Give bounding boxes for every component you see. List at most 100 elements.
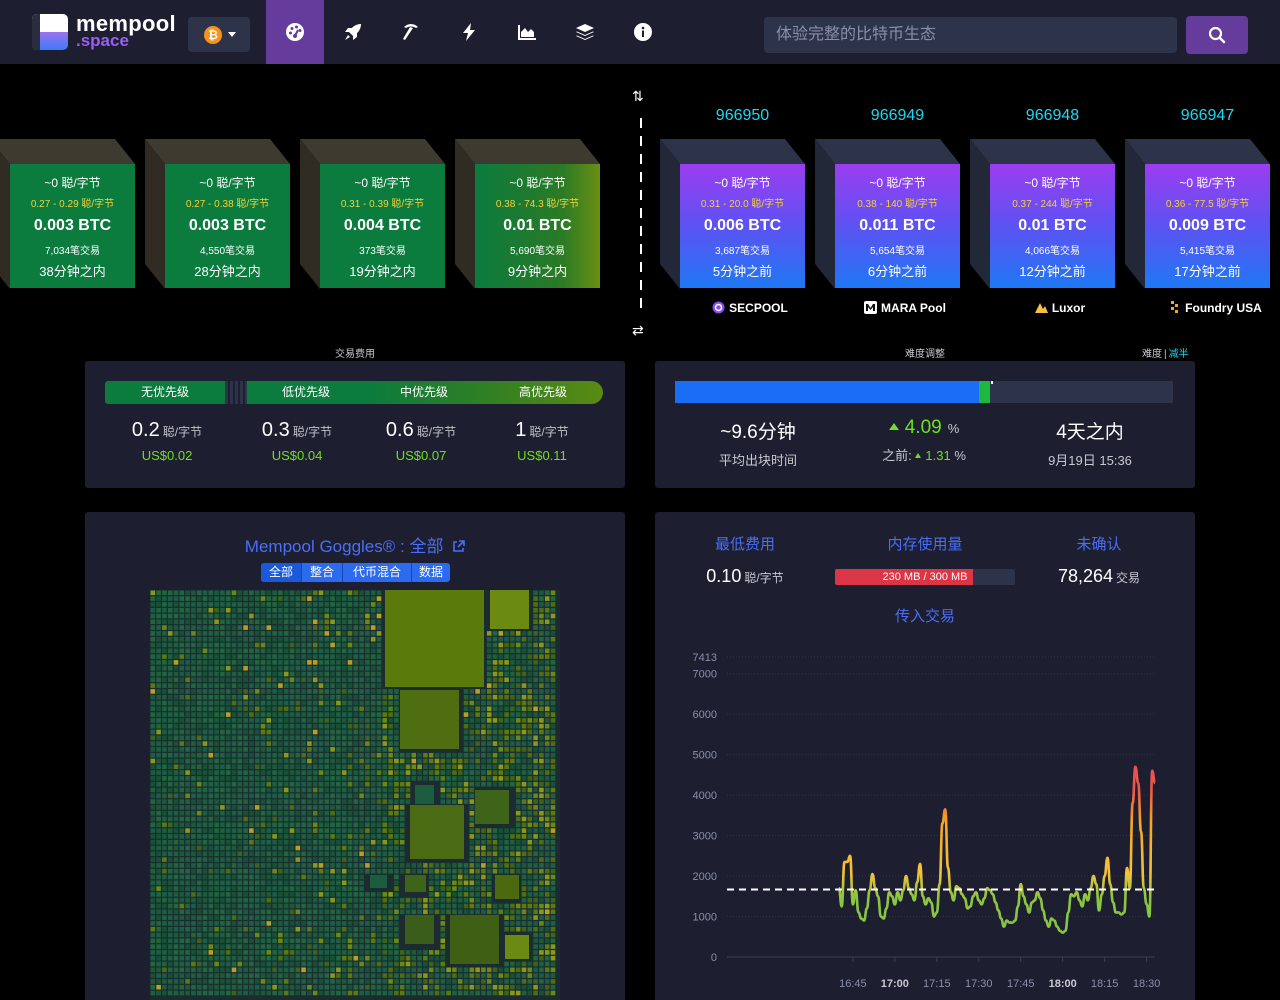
tx-block[interactable] bbox=[220, 984, 225, 990]
tx-block[interactable] bbox=[162, 636, 167, 642]
tx-block[interactable] bbox=[370, 648, 376, 654]
tx-block[interactable] bbox=[214, 729, 219, 735]
tx-block[interactable] bbox=[225, 880, 231, 886]
tx-block[interactable] bbox=[365, 729, 370, 735]
tx-block[interactable] bbox=[533, 886, 538, 891]
tx-block[interactable] bbox=[434, 892, 440, 897]
tx-block[interactable] bbox=[283, 984, 289, 990]
tx-block[interactable] bbox=[469, 828, 475, 833]
tx-block[interactable] bbox=[173, 979, 179, 984]
tx-block[interactable] bbox=[150, 950, 156, 955]
tx-block[interactable] bbox=[260, 944, 266, 949]
tx-block[interactable] bbox=[388, 689, 393, 694]
tx-block[interactable] bbox=[365, 683, 370, 688]
tx-block[interactable] bbox=[179, 636, 185, 642]
tx-block[interactable] bbox=[295, 938, 301, 944]
tx-block[interactable] bbox=[307, 828, 312, 833]
tx-block[interactable] bbox=[249, 984, 254, 990]
tx-block[interactable] bbox=[533, 874, 538, 880]
tx-block[interactable] bbox=[463, 787, 469, 793]
tx-block[interactable] bbox=[417, 897, 422, 903]
tx-block[interactable] bbox=[312, 631, 318, 636]
tx-block[interactable] bbox=[208, 921, 214, 926]
tx-block[interactable] bbox=[394, 979, 399, 984]
tx-block[interactable] bbox=[289, 642, 295, 648]
tx-block[interactable] bbox=[289, 590, 295, 596]
tx-block[interactable] bbox=[550, 863, 556, 868]
tx-block[interactable] bbox=[162, 874, 167, 880]
tx-block[interactable] bbox=[254, 950, 260, 955]
tx-block[interactable] bbox=[324, 915, 330, 920]
tx-block[interactable] bbox=[318, 979, 324, 984]
tx-block[interactable] bbox=[312, 671, 318, 677]
tx-block[interactable] bbox=[202, 805, 208, 810]
tx-block[interactable] bbox=[173, 851, 179, 857]
tx-block[interactable] bbox=[156, 892, 161, 897]
tx-block[interactable] bbox=[353, 787, 359, 793]
tx-block[interactable] bbox=[243, 938, 248, 944]
tx-block[interactable] bbox=[243, 631, 248, 636]
tx-block[interactable] bbox=[539, 834, 544, 839]
tx-block[interactable] bbox=[486, 892, 492, 897]
tx-block[interactable] bbox=[365, 642, 370, 648]
tx-block[interactable] bbox=[423, 990, 428, 996]
tx-block[interactable] bbox=[191, 648, 196, 654]
tx-block[interactable] bbox=[312, 677, 318, 683]
tx-block[interactable] bbox=[150, 602, 156, 607]
tx-block[interactable] bbox=[156, 671, 161, 677]
tx-block[interactable] bbox=[202, 886, 208, 891]
tx-block[interactable] bbox=[266, 851, 272, 857]
tx-block[interactable] bbox=[330, 689, 335, 694]
tx-block[interactable] bbox=[167, 799, 173, 804]
tx-block[interactable] bbox=[428, 955, 434, 961]
tx-block[interactable] bbox=[353, 729, 359, 735]
tx-block[interactable] bbox=[370, 718, 376, 723]
tx-block[interactable] bbox=[260, 845, 266, 851]
tx-block[interactable] bbox=[394, 950, 399, 955]
tx-block[interactable] bbox=[162, 683, 167, 688]
tx-block[interactable] bbox=[243, 909, 248, 915]
tx-block[interactable] bbox=[295, 892, 301, 897]
tx-block[interactable] bbox=[243, 729, 248, 735]
tx-block[interactable] bbox=[272, 619, 277, 625]
tx-block[interactable] bbox=[417, 979, 422, 984]
tx-block[interactable] bbox=[452, 990, 457, 996]
tx-block[interactable] bbox=[376, 984, 382, 990]
tx-block[interactable] bbox=[162, 712, 167, 717]
tx-block[interactable] bbox=[272, 868, 277, 874]
tx-block[interactable] bbox=[260, 607, 266, 613]
tx-block[interactable] bbox=[243, 944, 248, 949]
tx-block[interactable] bbox=[475, 790, 509, 824]
tx-block[interactable] bbox=[208, 712, 214, 717]
tx-block[interactable] bbox=[376, 677, 382, 683]
tx-block[interactable] bbox=[272, 625, 277, 630]
tx-block[interactable] bbox=[359, 810, 364, 816]
tx-block[interactable] bbox=[185, 793, 190, 799]
tx-block[interactable] bbox=[307, 816, 312, 822]
tx-block[interactable] bbox=[440, 961, 446, 967]
tx-block[interactable] bbox=[150, 729, 156, 735]
tx-block[interactable] bbox=[208, 758, 214, 764]
tx-block[interactable] bbox=[185, 764, 190, 770]
tx-block[interactable] bbox=[382, 805, 388, 810]
tx-block[interactable] bbox=[307, 636, 312, 642]
tx-block[interactable] bbox=[243, 683, 248, 688]
tx-block[interactable] bbox=[254, 857, 260, 862]
tx-block[interactable] bbox=[272, 932, 277, 938]
tx-block[interactable] bbox=[336, 689, 341, 694]
tx-block[interactable] bbox=[515, 816, 521, 822]
tx-block[interactable] bbox=[179, 602, 185, 607]
tx-block[interactable] bbox=[208, 590, 214, 596]
tx-block[interactable] bbox=[278, 897, 283, 903]
tx-block[interactable] bbox=[359, 607, 364, 613]
tx-block[interactable] bbox=[243, 955, 248, 961]
tx-block[interactable] bbox=[202, 776, 208, 781]
tx-block[interactable] bbox=[272, 671, 277, 677]
tx-block[interactable] bbox=[318, 683, 324, 688]
tx-block[interactable] bbox=[254, 868, 260, 874]
tx-block[interactable] bbox=[237, 799, 243, 804]
tx-block[interactable] bbox=[196, 897, 202, 903]
tx-block[interactable] bbox=[353, 915, 359, 920]
tx-block[interactable] bbox=[539, 955, 544, 961]
tx-block[interactable] bbox=[492, 857, 498, 862]
